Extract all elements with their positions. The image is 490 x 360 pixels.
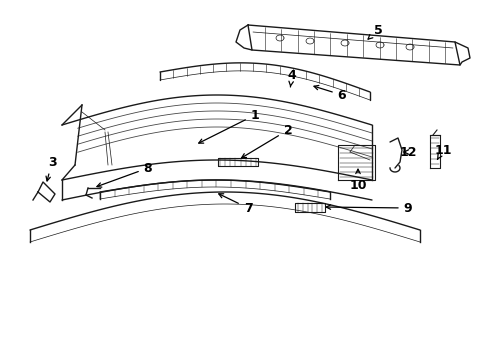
Text: 7: 7 xyxy=(219,194,252,215)
Text: 12: 12 xyxy=(399,145,417,158)
Text: 9: 9 xyxy=(326,202,412,215)
Text: 3: 3 xyxy=(46,156,56,181)
Text: 1: 1 xyxy=(199,108,259,143)
Text: 4: 4 xyxy=(288,68,296,87)
Text: 10: 10 xyxy=(349,169,367,192)
Text: 6: 6 xyxy=(314,85,346,102)
Text: 2: 2 xyxy=(242,123,293,158)
Text: 11: 11 xyxy=(434,144,452,159)
Text: 5: 5 xyxy=(368,23,382,39)
Text: 8: 8 xyxy=(97,162,152,187)
